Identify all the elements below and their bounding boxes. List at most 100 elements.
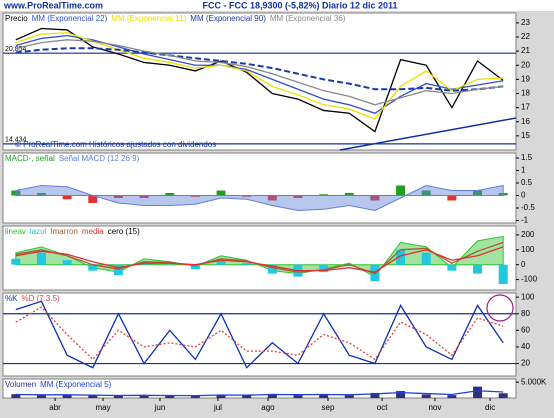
chart-title: FCC - FCC 18,9300 (-5,82%) Diario 12 dic… bbox=[202, 0, 397, 10]
bar bbox=[473, 386, 483, 398]
y-tick-label: 80 bbox=[521, 309, 530, 318]
x-tick-label: jul bbox=[213, 403, 222, 412]
line bbox=[15, 32, 504, 120]
legend-entry: Señal MACD (12 26 9) bbox=[59, 154, 140, 163]
bar bbox=[11, 394, 21, 398]
bar bbox=[319, 394, 329, 398]
bar bbox=[498, 393, 508, 398]
legend-entry: media bbox=[82, 227, 104, 236]
annotation-circle bbox=[486, 294, 514, 322]
x-tick-label: nov bbox=[428, 403, 441, 412]
bar bbox=[165, 193, 175, 196]
line bbox=[15, 39, 504, 106]
y-tick-label: 100 bbox=[521, 245, 535, 254]
line bbox=[15, 300, 504, 369]
panel bbox=[2, 292, 517, 377]
bar bbox=[139, 195, 149, 198]
line bbox=[15, 390, 504, 397]
bar bbox=[190, 395, 200, 398]
bar bbox=[88, 264, 98, 271]
bar bbox=[421, 252, 431, 265]
legend-entry: %D (7.3.5) bbox=[21, 294, 60, 303]
reference-label: 14,434 bbox=[5, 137, 27, 144]
y-tick-label: 16 bbox=[521, 117, 530, 126]
bar bbox=[293, 394, 303, 398]
bar bbox=[319, 194, 329, 196]
y-tick-label: 21 bbox=[521, 46, 530, 55]
reference-label: 20,854 bbox=[5, 46, 27, 53]
x-tick-label: may bbox=[95, 403, 110, 412]
bar bbox=[113, 195, 123, 198]
bar bbox=[11, 258, 21, 265]
y-tick-label: 17 bbox=[521, 103, 530, 112]
bar bbox=[396, 185, 406, 196]
bar bbox=[293, 195, 303, 198]
x-tick-label: jun bbox=[154, 403, 166, 412]
legend-entry: MACD-, señal bbox=[5, 154, 55, 163]
legend-entry: MM (Exponencial 11) bbox=[111, 14, 186, 23]
bar bbox=[242, 395, 252, 398]
bar bbox=[190, 195, 200, 197]
bar bbox=[370, 392, 380, 398]
legend-entry: MM (Exponencial 22) bbox=[32, 14, 108, 23]
legend-entry: Imarron bbox=[50, 227, 78, 236]
x-tick-label: oct bbox=[377, 403, 388, 412]
bar bbox=[421, 394, 431, 398]
bar bbox=[88, 395, 98, 398]
legend-entry: cero (15) bbox=[108, 227, 140, 236]
y-tick-label: 0.5 bbox=[521, 178, 533, 187]
bar bbox=[447, 264, 457, 271]
line bbox=[15, 246, 504, 273]
legend-entry: Precio bbox=[5, 14, 28, 23]
bar bbox=[88, 195, 98, 203]
bar bbox=[36, 252, 46, 265]
x-tick-label: sep bbox=[322, 403, 335, 412]
y-tick-label: 40 bbox=[521, 342, 530, 351]
bar bbox=[216, 260, 226, 265]
line bbox=[15, 306, 504, 361]
site: www.ProRealTime.com bbox=[3, 0, 103, 10]
bar bbox=[113, 395, 123, 398]
y-tick-label: 200 bbox=[521, 230, 535, 239]
bar bbox=[370, 195, 380, 201]
y-tick-label: 0 bbox=[521, 260, 526, 269]
bar bbox=[447, 395, 457, 398]
bar bbox=[344, 264, 354, 267]
bar bbox=[165, 395, 175, 398]
footnote: © ProRealTime.com Históricos ajustados c… bbox=[15, 140, 216, 149]
bar bbox=[242, 195, 252, 197]
line bbox=[15, 34, 504, 114]
legend-entry: Volumen bbox=[5, 380, 36, 389]
header-bar bbox=[0, 0, 554, 11]
bar bbox=[62, 394, 72, 398]
bar bbox=[139, 395, 149, 398]
legend-entry: %K bbox=[5, 294, 18, 303]
y-tick-label: -1 bbox=[521, 216, 529, 225]
y-tick-label: 5.000K bbox=[521, 377, 547, 386]
x-tick-label: abr bbox=[49, 403, 61, 412]
legend-entry: lineav bbox=[5, 227, 26, 236]
legend-entry: MM (Exponencial 5) bbox=[40, 380, 111, 389]
legend-entry: lazul bbox=[30, 227, 47, 236]
bar bbox=[36, 193, 46, 196]
y-tick-label: 18 bbox=[521, 89, 530, 98]
y-tick-label: 20 bbox=[521, 359, 530, 368]
panel bbox=[2, 152, 517, 224]
bar bbox=[473, 190, 483, 196]
bar bbox=[36, 395, 46, 398]
area bbox=[15, 184, 504, 212]
bar bbox=[190, 264, 200, 270]
bar bbox=[344, 193, 354, 196]
bar bbox=[267, 264, 277, 274]
bar bbox=[421, 190, 431, 196]
bar bbox=[216, 190, 226, 196]
y-tick-label: 1.5 bbox=[521, 153, 533, 162]
y-tick-label: 20 bbox=[521, 60, 530, 69]
x-tick-label: ago bbox=[261, 403, 275, 412]
bar bbox=[165, 264, 175, 266]
line bbox=[15, 47, 504, 92]
bar bbox=[139, 263, 149, 265]
legend-entry: MM (Exponencial 90) bbox=[190, 14, 266, 23]
y-tick-label: 100 bbox=[521, 292, 535, 301]
